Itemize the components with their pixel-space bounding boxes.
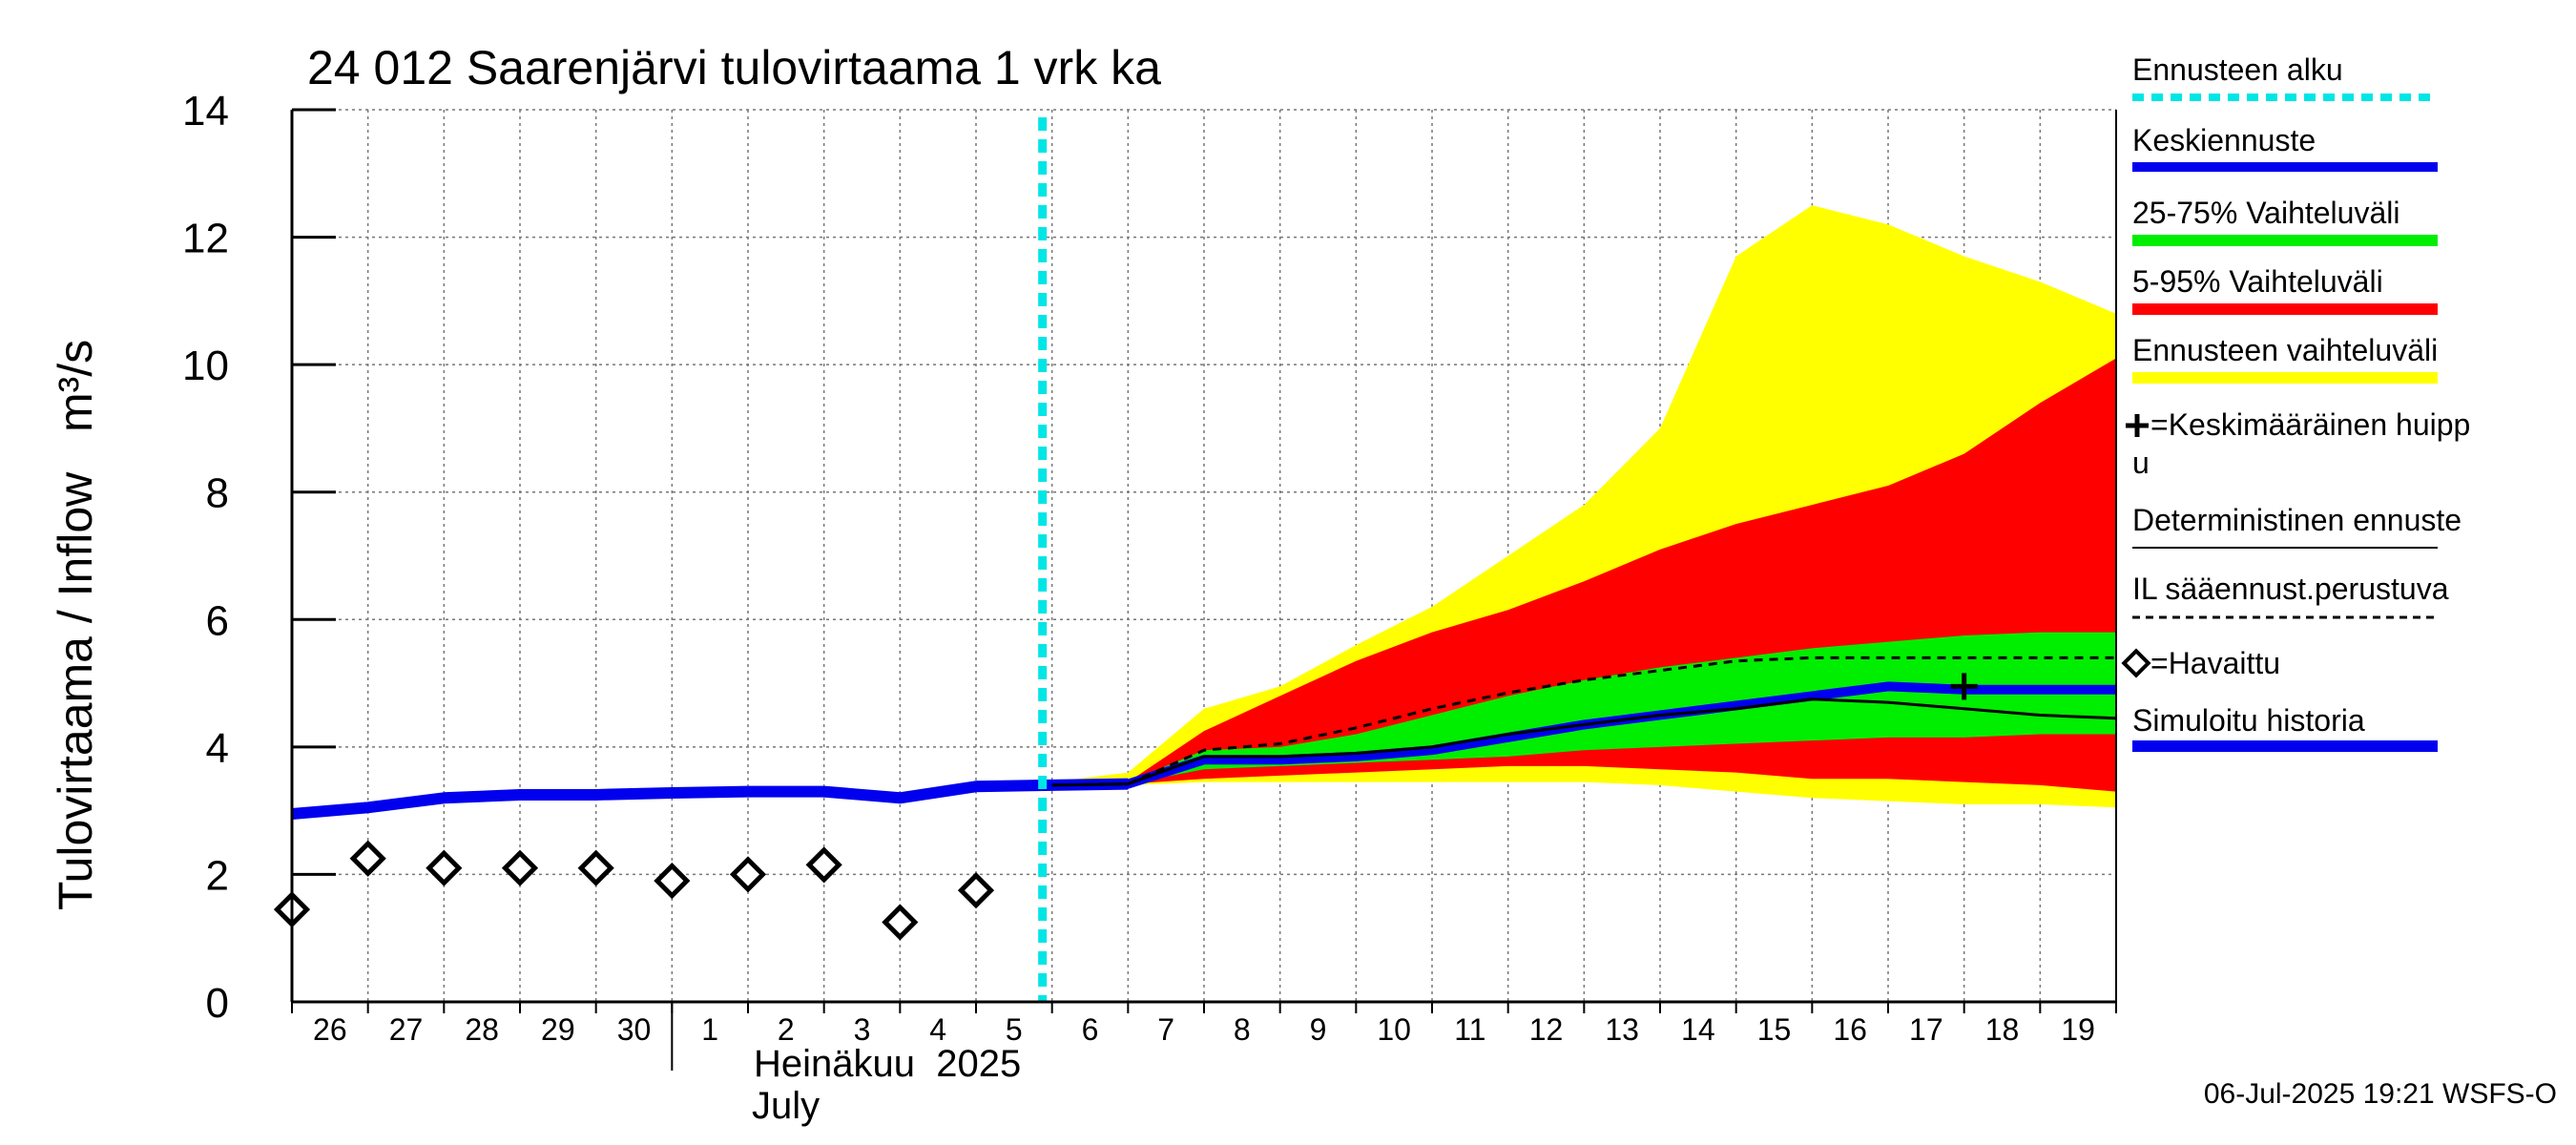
observed-point xyxy=(882,904,919,941)
legend-plus-icon xyxy=(2126,414,2149,437)
deterministic-forecast-line xyxy=(1051,697,2117,787)
legend-simulated: Simuloitu historia xyxy=(2132,703,2365,738)
legend-forecast-start: Ennusteen alku xyxy=(2132,52,2343,87)
range-25-75-band xyxy=(1051,632,2116,785)
y-tick-label: 12 xyxy=(182,216,229,262)
x-tick-label: 1 xyxy=(701,1012,718,1047)
axes xyxy=(290,108,2117,1071)
y-tick-label: 8 xyxy=(206,470,229,517)
observed-point xyxy=(577,849,614,886)
x-tick-label: 6 xyxy=(1082,1012,1099,1047)
x-tick-label: 17 xyxy=(1909,1012,1943,1047)
x-tick-labels: 26 27 28 29 30 1 2 3 4 5 6 7 8 9 10 11 12 13 14 15 16 17 18 19 xyxy=(313,1012,2095,1047)
observed-point xyxy=(349,840,386,877)
chart-title: 24 012 Saarenjärvi tulovirtaama 1 vrk ka xyxy=(307,41,1161,94)
legend: Ennusteen alku Keskiennuste 25-75% Vaiht… xyxy=(2121,52,2470,752)
simulated-history-line xyxy=(291,778,1129,820)
x-tick-label: 11 xyxy=(1454,1012,1485,1047)
observed-point xyxy=(729,856,767,893)
x-tick-label: 2 xyxy=(778,1012,795,1047)
y-tick-label: 14 xyxy=(182,88,229,135)
month-label-fi: Heinäkuu 2025 xyxy=(754,1043,1021,1085)
x-tick-label: 30 xyxy=(617,1012,652,1047)
y-tick-label: 0 xyxy=(206,980,229,1027)
legend-il-weather: IL sääennust.perustuva xyxy=(2132,572,2449,606)
x-tick-label: 8 xyxy=(1234,1012,1251,1047)
legend-deterministic: Deterministinen ennuste xyxy=(2132,503,2462,537)
footer-timestamp: 06-Jul-2025 19:21 WSFS-O xyxy=(2204,1078,2557,1110)
y-tick-labels: 0 2 4 6 8 10 12 14 xyxy=(182,88,229,1027)
y-tick-label: 6 xyxy=(206,597,229,644)
x-tick-label: 16 xyxy=(1833,1012,1867,1047)
x-tick-label: 19 xyxy=(2061,1012,2095,1047)
month-label-en: July xyxy=(752,1085,820,1127)
x-tick-label: 27 xyxy=(389,1012,424,1047)
x-tick-label: 18 xyxy=(1985,1012,2020,1047)
mean-peak-marker xyxy=(1950,673,1978,700)
x-tick-label: 13 xyxy=(1605,1012,1639,1047)
x-tick-label: 28 xyxy=(465,1012,499,1047)
legend-mean-peak-line2: u xyxy=(2132,446,2150,480)
observed-point xyxy=(957,872,995,909)
observed-point xyxy=(654,863,691,900)
x-tick-label: 15 xyxy=(1757,1012,1792,1047)
x-tick-label: 3 xyxy=(854,1012,871,1047)
x-tick-label: 7 xyxy=(1157,1012,1174,1047)
x-tick-label: 5 xyxy=(1006,1012,1023,1047)
legend-observed: =Havaittu xyxy=(2150,646,2280,680)
x-tick-label: 10 xyxy=(1377,1012,1411,1047)
observed-point xyxy=(805,846,842,884)
observed-point xyxy=(426,849,463,886)
il-weather-forecast-line xyxy=(1051,656,2116,787)
x-tick-label: 12 xyxy=(1529,1012,1564,1047)
legend-range-25-75: 25-75% Vaihteluväli xyxy=(2132,196,2399,230)
legend-diamond-icon xyxy=(2121,648,2151,678)
x-tick-label: 26 xyxy=(313,1012,347,1047)
legend-mean-forecast: Keskiennuste xyxy=(2132,123,2316,157)
x-tick-label: 29 xyxy=(541,1012,575,1047)
observed-points xyxy=(273,840,995,941)
x-tick-label: 9 xyxy=(1310,1012,1327,1047)
legend-range-5-95: 5-95% Vaihteluväli xyxy=(2132,264,2383,299)
y-tick-label: 10 xyxy=(182,343,229,389)
x-tick-label: 4 xyxy=(929,1012,946,1047)
x-tick-label: 14 xyxy=(1681,1012,1715,1047)
y-tick-label: 2 xyxy=(206,852,229,899)
y-tick-label: 4 xyxy=(206,725,229,772)
legend-mean-peak-line1: =Keskimääräinen huipp xyxy=(2150,407,2470,442)
legend-forecast-range: Ennusteen vaihteluväli xyxy=(2132,333,2438,367)
observed-point xyxy=(501,849,539,886)
y-axis-label: Tulovirtaama / Inflow m³/s xyxy=(49,340,102,910)
